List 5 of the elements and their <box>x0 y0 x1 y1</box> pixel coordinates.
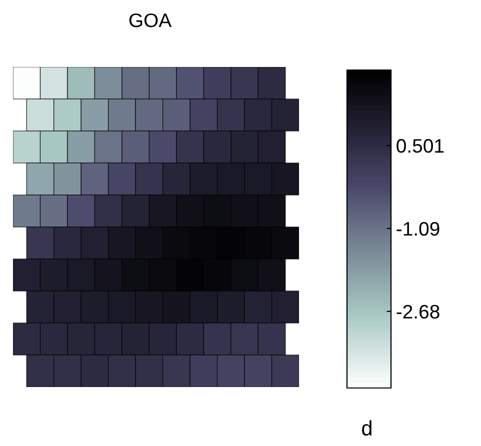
color-bar-title: d <box>362 420 372 436</box>
color-bar-label: 0.501 <box>396 139 444 153</box>
color-bar-label: -1.09 <box>396 222 440 236</box>
chart-title: GOA <box>129 13 172 28</box>
color-bar-label: -2.68 <box>396 304 440 319</box>
